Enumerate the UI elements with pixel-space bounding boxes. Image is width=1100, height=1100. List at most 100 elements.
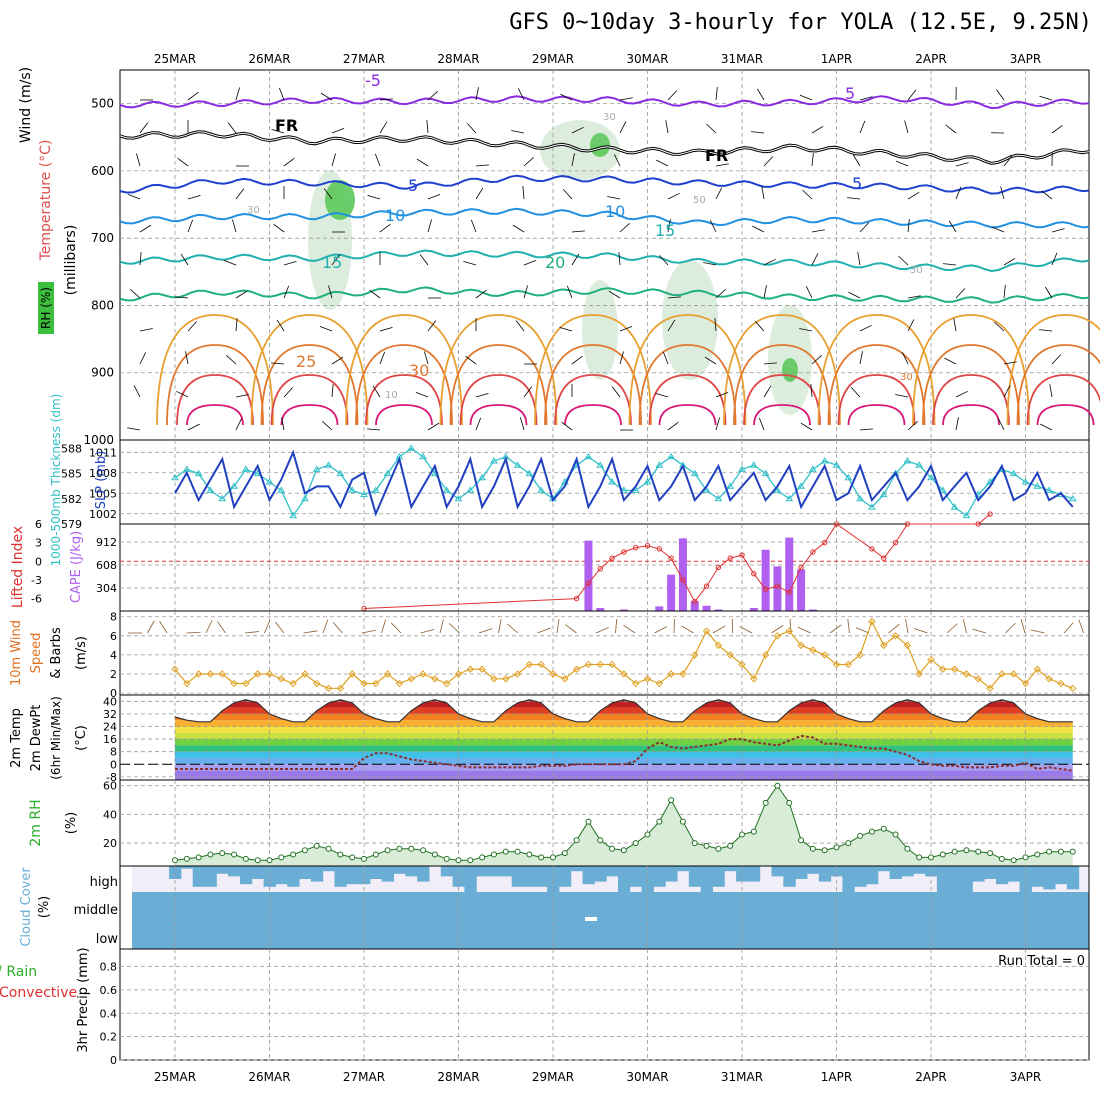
wind-barb <box>465 355 477 365</box>
y-tick-label: 2 <box>110 668 117 681</box>
thickness-marker <box>655 461 664 468</box>
rh-shading <box>782 358 798 382</box>
temp-band <box>175 751 1073 758</box>
wind-speed-marker <box>1021 679 1030 688</box>
rh-marker <box>928 854 934 861</box>
temp-band <box>175 726 1073 733</box>
thickness-marker <box>490 457 498 464</box>
cloud-bar-high <box>523 866 536 887</box>
contour-label: 30 <box>409 361 429 380</box>
wind-speed-marker <box>171 665 179 673</box>
wind-speed-marker <box>998 670 1006 678</box>
wind-barb <box>659 255 669 266</box>
rh-marker <box>939 851 946 858</box>
wind-barb <box>859 428 873 431</box>
y-tick-label: 0.8 <box>100 961 118 974</box>
rh-marker <box>254 857 261 864</box>
wind-barb <box>227 122 237 134</box>
isotherm-arc <box>355 344 453 426</box>
wind-barb <box>139 252 142 266</box>
rh-marker <box>455 857 462 864</box>
lifted-index-marker <box>987 511 993 517</box>
thickness-marker <box>808 465 817 472</box>
cape-bar <box>690 601 699 611</box>
wind-barb <box>139 224 152 233</box>
wind-barb <box>136 153 141 167</box>
axis-label-cape: CAPE (J/kg) <box>69 531 84 603</box>
wind-barb <box>667 90 678 101</box>
cloud-bar-high <box>818 866 832 882</box>
contour-label: 30 <box>247 205 260 216</box>
wind-barb <box>955 417 959 431</box>
thickness-marker <box>336 469 345 477</box>
y-tick-label: 32 <box>103 708 117 721</box>
thickness-marker <box>844 473 853 481</box>
rh-marker <box>679 818 686 825</box>
isotherm-arc <box>449 344 548 426</box>
surface-wind-barb <box>420 628 435 634</box>
wind-barb <box>751 131 765 134</box>
temp-band <box>175 732 1073 740</box>
lifted-index-marker <box>786 589 792 596</box>
surface-wind-barb <box>1020 619 1026 634</box>
contour-label: 30 <box>910 265 923 276</box>
wind-barb <box>177 157 189 167</box>
day-label-top: 1APR <box>821 52 852 66</box>
wind-barb <box>475 87 479 101</box>
cape-bar <box>667 574 676 611</box>
lifted-index-marker <box>597 566 603 572</box>
cloud-bar-high <box>948 866 962 892</box>
wind-speed-marker <box>372 679 380 688</box>
wind-barb <box>571 230 585 233</box>
wind-barb <box>715 163 729 167</box>
wind-speed-marker <box>880 641 888 650</box>
wind-barb <box>427 422 440 431</box>
axis-label-barbs: & Barbs <box>49 627 64 679</box>
wind-barb <box>857 252 861 266</box>
isotherm-arc <box>743 374 821 426</box>
cloud-bar-high <box>169 866 182 879</box>
wind-barb <box>799 328 813 332</box>
isotherm-arc <box>847 404 906 426</box>
thickness-marker <box>348 486 357 493</box>
wind-barb <box>619 223 630 233</box>
wind-barb <box>276 319 285 332</box>
axis-label-10m-wind: 10m Wind <box>9 620 24 686</box>
wind-barb <box>424 351 429 365</box>
wind-speed-marker <box>549 670 557 678</box>
contour-label: FR <box>705 146 728 165</box>
rh-marker <box>290 851 297 858</box>
wind-barb <box>379 351 386 365</box>
temp-band <box>175 720 1073 727</box>
rh-marker <box>691 840 698 847</box>
cloud-bar-high <box>204 866 217 887</box>
wind-speed-marker <box>962 670 971 678</box>
rh-marker <box>916 854 923 861</box>
wind-barb <box>907 191 920 200</box>
rh-marker <box>372 851 379 858</box>
y-tick-label-right: 588 <box>61 442 82 455</box>
lifted-index-marker <box>869 546 875 552</box>
day-label-top: 25MAR <box>154 52 196 66</box>
isotherm-arc <box>554 374 632 426</box>
surface-wind-barb <box>712 625 726 634</box>
isotherm-arc <box>1016 344 1100 426</box>
wind-barb <box>948 220 957 233</box>
y-tick-label-right: 608 <box>96 559 117 572</box>
wind-barb <box>907 219 910 233</box>
wind-barb <box>1003 361 1017 365</box>
wind-speed-marker <box>431 675 439 683</box>
wind-speed-marker <box>608 660 616 669</box>
wind-speed-marker <box>1033 665 1042 673</box>
wind-barb <box>800 422 813 431</box>
contour-label: 20 <box>545 253 565 272</box>
wind-barb <box>283 387 293 398</box>
rh-marker <box>868 828 875 835</box>
wind-barb <box>667 319 676 332</box>
wind-barb <box>463 261 477 266</box>
temp-bands <box>175 699 1073 780</box>
wind-barb <box>517 88 525 101</box>
rh-marker <box>349 854 356 861</box>
isotherm-line <box>119 174 1090 195</box>
cloud-bar-high <box>1066 866 1080 890</box>
